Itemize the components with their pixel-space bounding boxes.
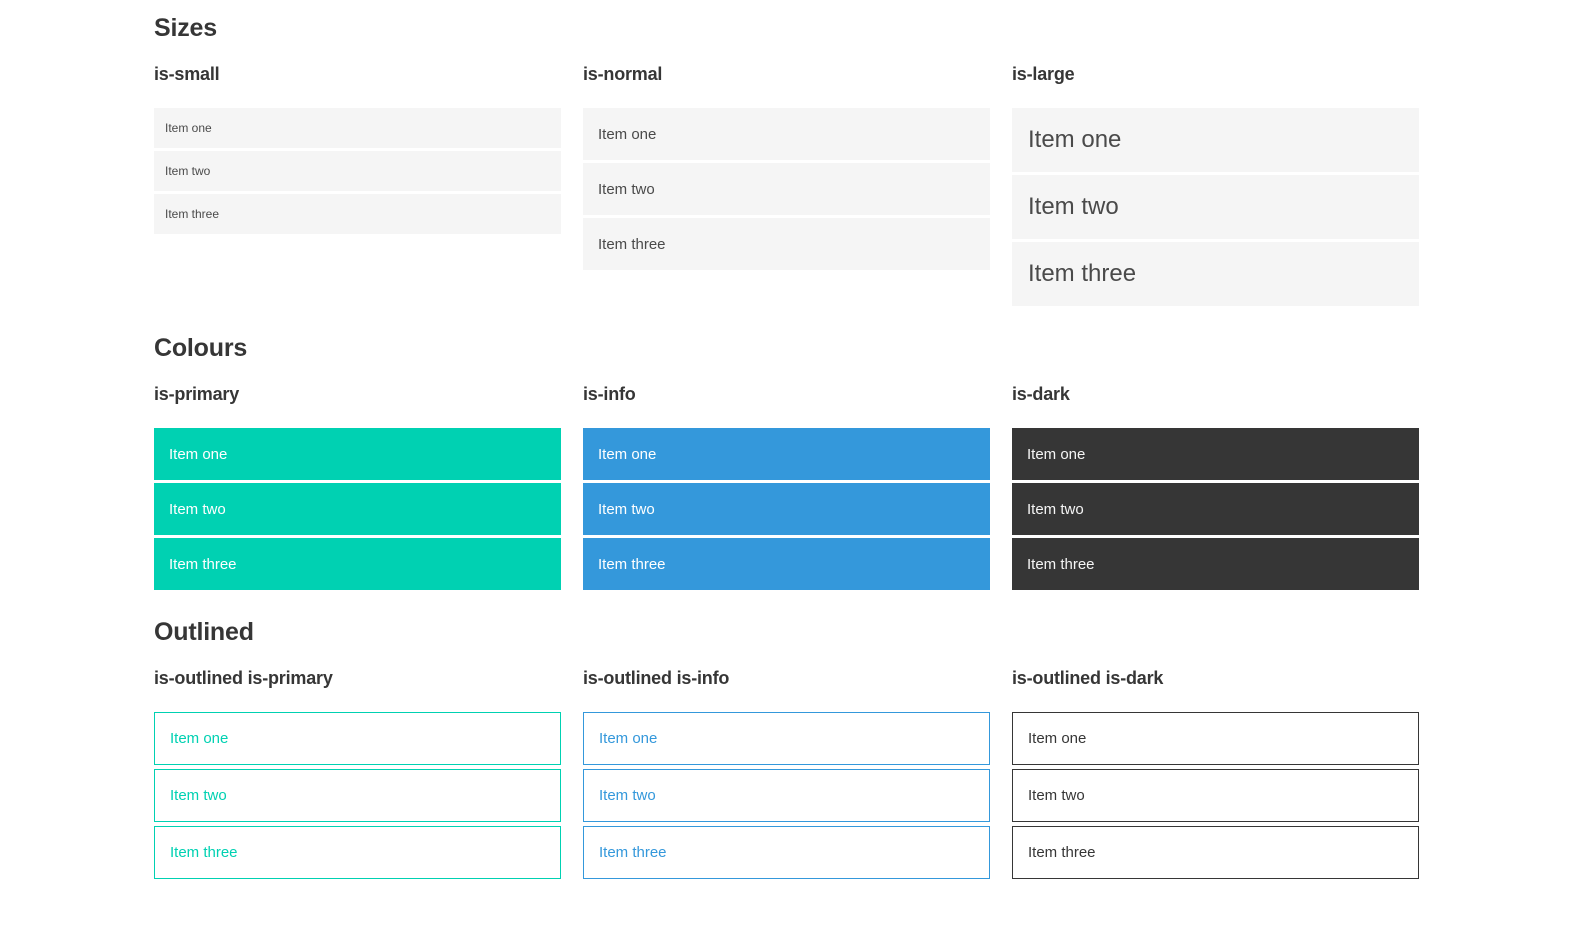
menu-list-normal: Item one Item two Item three [583, 108, 990, 270]
menu-item[interactable]: Item one [1012, 108, 1419, 172]
group-is-outlined-is-primary: is-outlined is-primary Item one Item two… [154, 668, 561, 883]
menu-item[interactable]: Item one [1012, 428, 1419, 480]
menu-item[interactable]: Item three [583, 218, 990, 270]
menu-item[interactable]: Item one [583, 108, 990, 160]
menu-item[interactable]: Item one [154, 428, 561, 480]
group-is-small: is-small Item one Item two Item three [154, 64, 561, 237]
section-title-colours: Colours [154, 334, 248, 362]
group-is-outlined-is-dark: is-outlined is-dark Item one Item two It… [1012, 668, 1419, 883]
group-subtitle-is-dark: is-dark [1012, 384, 1070, 404]
section-sizes: Sizes is-small Item one Item two Item th… [154, 14, 1419, 309]
group-subtitle-is-primary: is-primary [154, 384, 240, 404]
menu-item[interactable]: Item one [1012, 712, 1419, 765]
menu-item[interactable]: Item two [154, 151, 561, 191]
menu-item[interactable]: Item three [154, 826, 561, 879]
menu-list-outlined-primary: Item one Item two Item three [154, 712, 561, 879]
menu-list-info: Item one Item two Item three [583, 428, 990, 590]
section-title-sizes: Sizes [154, 14, 217, 42]
menu-list-primary: Item one Item two Item three [154, 428, 561, 590]
menu-item[interactable]: Item three [1012, 538, 1419, 590]
menu-item[interactable]: Item two [1012, 769, 1419, 822]
sizes-row: is-small Item one Item two Item three is… [154, 64, 1419, 309]
group-subtitle-is-large: is-large [1012, 64, 1075, 84]
menu-item[interactable]: Item two [583, 769, 990, 822]
group-is-primary: is-primary Item one Item two Item three [154, 384, 561, 593]
menu-item[interactable]: Item three [583, 538, 990, 590]
menu-item[interactable]: Item two [154, 769, 561, 822]
group-is-outlined-is-info: is-outlined is-info Item one Item two It… [583, 668, 990, 883]
menu-item[interactable]: Item three [154, 538, 561, 590]
group-is-info: is-info Item one Item two Item three [583, 384, 990, 593]
menu-item[interactable]: Item two [154, 483, 561, 535]
menu-item[interactable]: Item one [154, 712, 561, 765]
section-outlined: Outlined is-outlined is-primary Item one… [154, 618, 1419, 883]
menu-item[interactable]: Item three [1012, 826, 1419, 879]
outlined-row: is-outlined is-primary Item one Item two… [154, 668, 1419, 883]
menu-item[interactable]: Item three [154, 194, 561, 234]
menu-list-outlined-info: Item one Item two Item three [583, 712, 990, 879]
section-colours: Colours is-primary Item one Item two Ite… [154, 334, 1419, 593]
menu-item[interactable]: Item three [1012, 242, 1419, 306]
menu-item[interactable]: Item one [583, 712, 990, 765]
menu-item[interactable]: Item two [583, 163, 990, 215]
group-subtitle-is-outlined-is-dark: is-outlined is-dark [1012, 668, 1164, 688]
menu-list-large: Item one Item two Item three [1012, 108, 1419, 306]
group-is-normal: is-normal Item one Item two Item three [583, 64, 990, 273]
menu-list-outlined-dark: Item one Item two Item three [1012, 712, 1419, 879]
menu-list-dark: Item one Item two Item three [1012, 428, 1419, 590]
group-subtitle-is-outlined-is-primary: is-outlined is-primary [154, 668, 333, 688]
colours-row: is-primary Item one Item two Item three … [154, 384, 1419, 593]
menu-item[interactable]: Item two [1012, 483, 1419, 535]
group-subtitle-is-normal: is-normal [583, 64, 663, 84]
component-showcase-page: Sizes is-small Item one Item two Item th… [154, 0, 1419, 944]
group-subtitle-is-small: is-small [154, 64, 220, 84]
group-subtitle-is-info: is-info [583, 384, 636, 404]
menu-item[interactable]: Item one [583, 428, 990, 480]
menu-item[interactable]: Item one [154, 108, 561, 148]
group-is-dark: is-dark Item one Item two Item three [1012, 384, 1419, 593]
group-subtitle-is-outlined-is-info: is-outlined is-info [583, 668, 730, 688]
menu-item[interactable]: Item three [583, 826, 990, 879]
menu-list-small: Item one Item two Item three [154, 108, 561, 234]
section-title-outlined: Outlined [154, 618, 254, 646]
menu-item[interactable]: Item two [1012, 175, 1419, 239]
group-is-large: is-large Item one Item two Item three [1012, 64, 1419, 309]
menu-item[interactable]: Item two [583, 483, 990, 535]
